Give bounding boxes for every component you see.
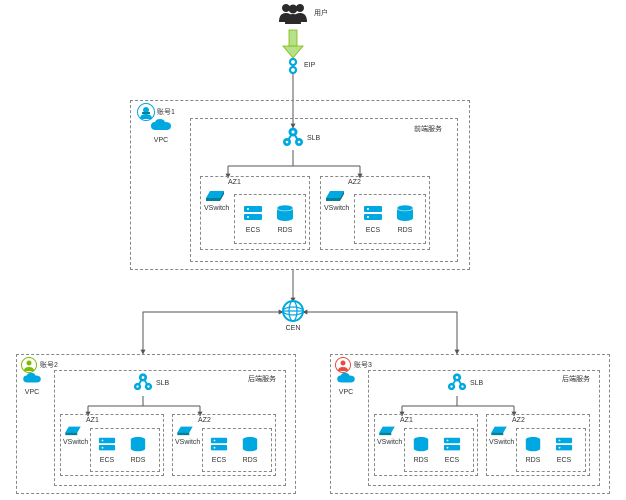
frontend-service-label: 前端服务 <box>414 124 442 134</box>
a1-az2-label: AZ2 <box>348 179 361 186</box>
backend-service3-label: 后端服务 <box>562 374 590 384</box>
slb1-icon <box>282 126 304 150</box>
a2-az2-label: AZ2 <box>198 417 211 424</box>
account3-label: 账号3 <box>354 360 372 370</box>
vpc2-icon: VPC <box>22 372 42 396</box>
a2-az1-vswitch-icon: VSwitch <box>63 424 83 446</box>
slb3-icon <box>447 372 467 394</box>
a2-az1-rds-label: RDS <box>128 457 148 464</box>
users-icon <box>276 2 310 26</box>
a2-az2-ecs-icon: ECS <box>209 436 229 464</box>
a2-az2-vswitch-icon: VSwitch <box>175 424 195 446</box>
slb2-icon <box>133 372 153 394</box>
a3-az1-rds-label: RDS <box>411 457 431 464</box>
a1-az2-vswitch-label: VSwitch <box>324 205 346 212</box>
a2-az1-ecs-label: ECS <box>97 457 117 464</box>
eip-icon <box>285 58 301 76</box>
a1-az1-vswitch-label: VSwitch <box>204 205 226 212</box>
a3-az1-vswitch-label: VSwitch <box>377 439 397 446</box>
a1-az1-ecs-icon: ECS <box>242 204 264 234</box>
a2-az2-rds-label: RDS <box>240 457 260 464</box>
a3-az2-ecs-icon: ECS <box>554 436 574 464</box>
a2-az2-rds-icon: RDS <box>240 436 260 464</box>
a2-az1-vswitch-label: VSwitch <box>63 439 83 446</box>
users-label: 用户 <box>314 8 328 18</box>
account1-label: 账号1 <box>157 107 175 117</box>
a1-az2-ecs-icon: ECS <box>362 204 384 234</box>
a2-az1-rds-icon: RDS <box>128 436 148 464</box>
a3-az1-rds-icon: RDS <box>411 436 431 464</box>
a1-az1-label: AZ1 <box>228 179 241 186</box>
vpc2-label: VPC <box>22 389 42 396</box>
a3-az2-rds-label: RDS <box>523 457 543 464</box>
a2-az1-ecs-icon: ECS <box>97 436 117 464</box>
cen-icon: CEN <box>282 300 304 332</box>
slb3-label: SLB <box>470 380 483 387</box>
a3-az2-ecs-label: ECS <box>554 457 574 464</box>
a3-az1-vswitch-icon: VSwitch <box>377 424 397 446</box>
backend-service2-label: 后端服务 <box>248 374 276 384</box>
vpc3-icon: VPC <box>336 372 356 396</box>
vpc1-label: VPC <box>150 137 172 144</box>
slb2-label: SLB <box>156 380 169 387</box>
a1-az2-rds-label: RDS <box>394 227 416 234</box>
a2-az1-label: AZ1 <box>86 417 99 424</box>
a1-az2-ecs-label: ECS <box>362 227 384 234</box>
slb1-label: SLB <box>307 135 320 142</box>
a1-az2-vswitch-icon: VSwitch <box>324 188 346 212</box>
a3-az2-label: AZ2 <box>512 417 525 424</box>
a3-az1-label: AZ1 <box>400 417 413 424</box>
eip-label: EIP <box>304 62 315 69</box>
a3-az1-ecs-icon: ECS <box>442 436 462 464</box>
account2-label: 账号2 <box>40 360 58 370</box>
cen-label: CEN <box>282 325 304 332</box>
a1-az2-rds-icon: RDS <box>394 204 416 234</box>
a3-az1-ecs-label: ECS <box>442 457 462 464</box>
a1-az1-rds-label: RDS <box>274 227 296 234</box>
vpc1-icon: VPC <box>150 118 172 144</box>
vpc3-label: VPC <box>336 389 356 396</box>
a3-az2-vswitch-label: VSwitch <box>489 439 509 446</box>
a2-az2-ecs-label: ECS <box>209 457 229 464</box>
a1-az1-rds-icon: RDS <box>274 204 296 234</box>
a1-az1-vswitch-icon: VSwitch <box>204 188 226 212</box>
a2-az2-vswitch-label: VSwitch <box>175 439 195 446</box>
big-arrow-icon <box>283 30 303 58</box>
a3-az2-vswitch-icon: VSwitch <box>489 424 509 446</box>
a1-az1-ecs-label: ECS <box>242 227 264 234</box>
a3-az2-rds-icon: RDS <box>523 436 543 464</box>
